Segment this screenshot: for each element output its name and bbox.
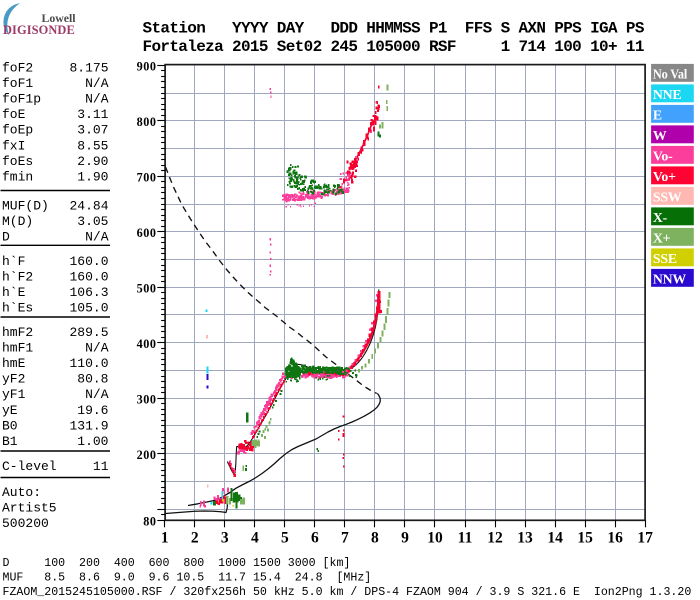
svg-text:yF2: yF2: [2, 372, 25, 387]
svg-text:1: 1: [161, 530, 169, 547]
svg-text:80: 80: [143, 515, 156, 529]
svg-text:hmF2: hmF2: [2, 325, 33, 340]
svg-text:NNW: NNW: [653, 272, 687, 287]
svg-text:D: D: [2, 230, 10, 245]
svg-text:NNE: NNE: [653, 87, 682, 102]
svg-text:SSW: SSW: [653, 190, 682, 205]
svg-text:160.0: 160.0: [69, 254, 108, 269]
svg-text:N/A: N/A: [85, 92, 109, 107]
svg-text:8.55: 8.55: [77, 138, 108, 153]
svg-text:105.0: 105.0: [69, 301, 108, 316]
svg-text:yF1: yF1: [2, 387, 26, 402]
svg-text:15: 15: [577, 530, 593, 547]
svg-text:B0: B0: [2, 418, 18, 433]
svg-text:N/A: N/A: [85, 340, 109, 355]
svg-text:No Val: No Val: [653, 67, 688, 82]
svg-text:5: 5: [281, 530, 289, 547]
svg-text:Auto:: Auto:: [2, 485, 41, 500]
svg-text:8.175: 8.175: [69, 60, 108, 75]
svg-text:8: 8: [371, 530, 379, 547]
svg-text:24.84: 24.84: [69, 198, 108, 213]
svg-text:3.05: 3.05: [77, 214, 108, 229]
svg-text:MUF(D): MUF(D): [2, 198, 49, 213]
svg-text:700: 700: [137, 171, 157, 185]
svg-text:h`Es: h`Es: [2, 301, 33, 316]
svg-text:289.5: 289.5: [69, 325, 108, 340]
svg-text:yE: yE: [2, 403, 18, 418]
svg-text:Artist5: Artist5: [2, 500, 57, 515]
svg-text:h`F: h`F: [2, 254, 25, 269]
svg-text:foE: foE: [2, 107, 26, 122]
svg-text:160.0: 160.0: [69, 269, 108, 284]
svg-text:foF1: foF1: [2, 76, 33, 91]
svg-text:X-: X-: [653, 210, 668, 225]
svg-text:h`E: h`E: [2, 285, 26, 300]
svg-text:900: 900: [137, 60, 157, 74]
svg-text:1.00: 1.00: [77, 434, 108, 449]
svg-text:foF1p: foF1p: [2, 92, 41, 107]
svg-text:Vo+: Vo+: [653, 169, 676, 184]
svg-text:fmin: fmin: [2, 170, 33, 185]
svg-text:131.9: 131.9: [69, 418, 108, 433]
svg-text:B1: B1: [2, 434, 18, 449]
svg-text:M(D): M(D): [2, 214, 33, 229]
svg-text:11: 11: [458, 530, 473, 547]
svg-text:13: 13: [517, 530, 533, 547]
svg-text:500: 500: [137, 282, 157, 296]
svg-text:16: 16: [607, 530, 623, 547]
svg-text:3: 3: [221, 530, 229, 547]
svg-text:C-level: C-level: [2, 459, 57, 474]
svg-text:hmE: hmE: [2, 356, 26, 371]
svg-text:X+: X+: [653, 231, 671, 246]
svg-text:Fortaleza 2015 Set02 245 10500: Fortaleza 2015 Set02 245 105000 RSF 1 71…: [143, 38, 644, 56]
svg-text:SSE: SSE: [653, 251, 677, 266]
svg-text:DIGISONDE: DIGISONDE: [3, 23, 75, 37]
svg-text:400: 400: [137, 337, 157, 351]
svg-text:MUF 8.5 8.6 9.0 9.6 10.5: MUF 8.5 8.6 9.0 9.6 10.5 11.7 15.4 24.8 …: [3, 572, 372, 585]
svg-text:500200: 500200: [2, 516, 49, 531]
svg-text:Vo-: Vo-: [653, 149, 673, 164]
svg-text:6: 6: [311, 530, 319, 547]
svg-text:W: W: [653, 128, 667, 143]
svg-text:19.6: 19.6: [77, 403, 108, 418]
svg-text:hmF1: hmF1: [2, 340, 33, 355]
svg-text:N/A: N/A: [85, 230, 109, 245]
svg-text:2: 2: [191, 530, 199, 547]
svg-text:N/A: N/A: [85, 76, 109, 91]
svg-text:foF2: foF2: [2, 60, 33, 75]
svg-text:7: 7: [341, 530, 349, 547]
svg-text:D 100 200 400 600 800: D 100 200 400 600 800 1000 1500 3000 [km…: [3, 557, 351, 570]
svg-text:106.3: 106.3: [69, 285, 108, 300]
svg-text:Station YYYY DAY DDD HHMMS: Station YYYY DAY DDD HHMMSS P1 FFS S AXN…: [143, 20, 645, 38]
svg-text:11: 11: [93, 459, 109, 474]
svg-text:3.07: 3.07: [77, 123, 108, 138]
svg-text:4: 4: [251, 530, 259, 547]
svg-text:10: 10: [427, 530, 443, 547]
svg-text:foEs: foEs: [2, 154, 33, 169]
svg-text:h`F2: h`F2: [2, 269, 33, 284]
svg-text:110.0: 110.0: [69, 356, 108, 371]
svg-text:9: 9: [401, 530, 409, 547]
svg-text:FZAOM_2015245105000.RSF / 320f: FZAOM_2015245105000.RSF / 320fx256h 50 k…: [3, 586, 692, 599]
svg-text:3.11: 3.11: [77, 107, 108, 122]
svg-text:300: 300: [137, 393, 157, 407]
svg-text:80.8: 80.8: [77, 372, 108, 387]
svg-text:17: 17: [637, 530, 653, 547]
svg-text:E: E: [653, 108, 662, 123]
svg-text:12: 12: [487, 530, 503, 547]
svg-text:N/A: N/A: [85, 387, 109, 402]
svg-text:800: 800: [137, 115, 157, 129]
svg-text:200: 200: [137, 448, 157, 462]
svg-text:fxI: fxI: [2, 138, 25, 153]
svg-text:600: 600: [137, 226, 157, 240]
svg-text:Lowell: Lowell: [42, 11, 77, 25]
svg-text:foEp: foEp: [2, 123, 33, 138]
svg-text:1.90: 1.90: [77, 170, 108, 185]
svg-text:2.90: 2.90: [77, 154, 108, 169]
svg-text:14: 14: [547, 530, 563, 547]
